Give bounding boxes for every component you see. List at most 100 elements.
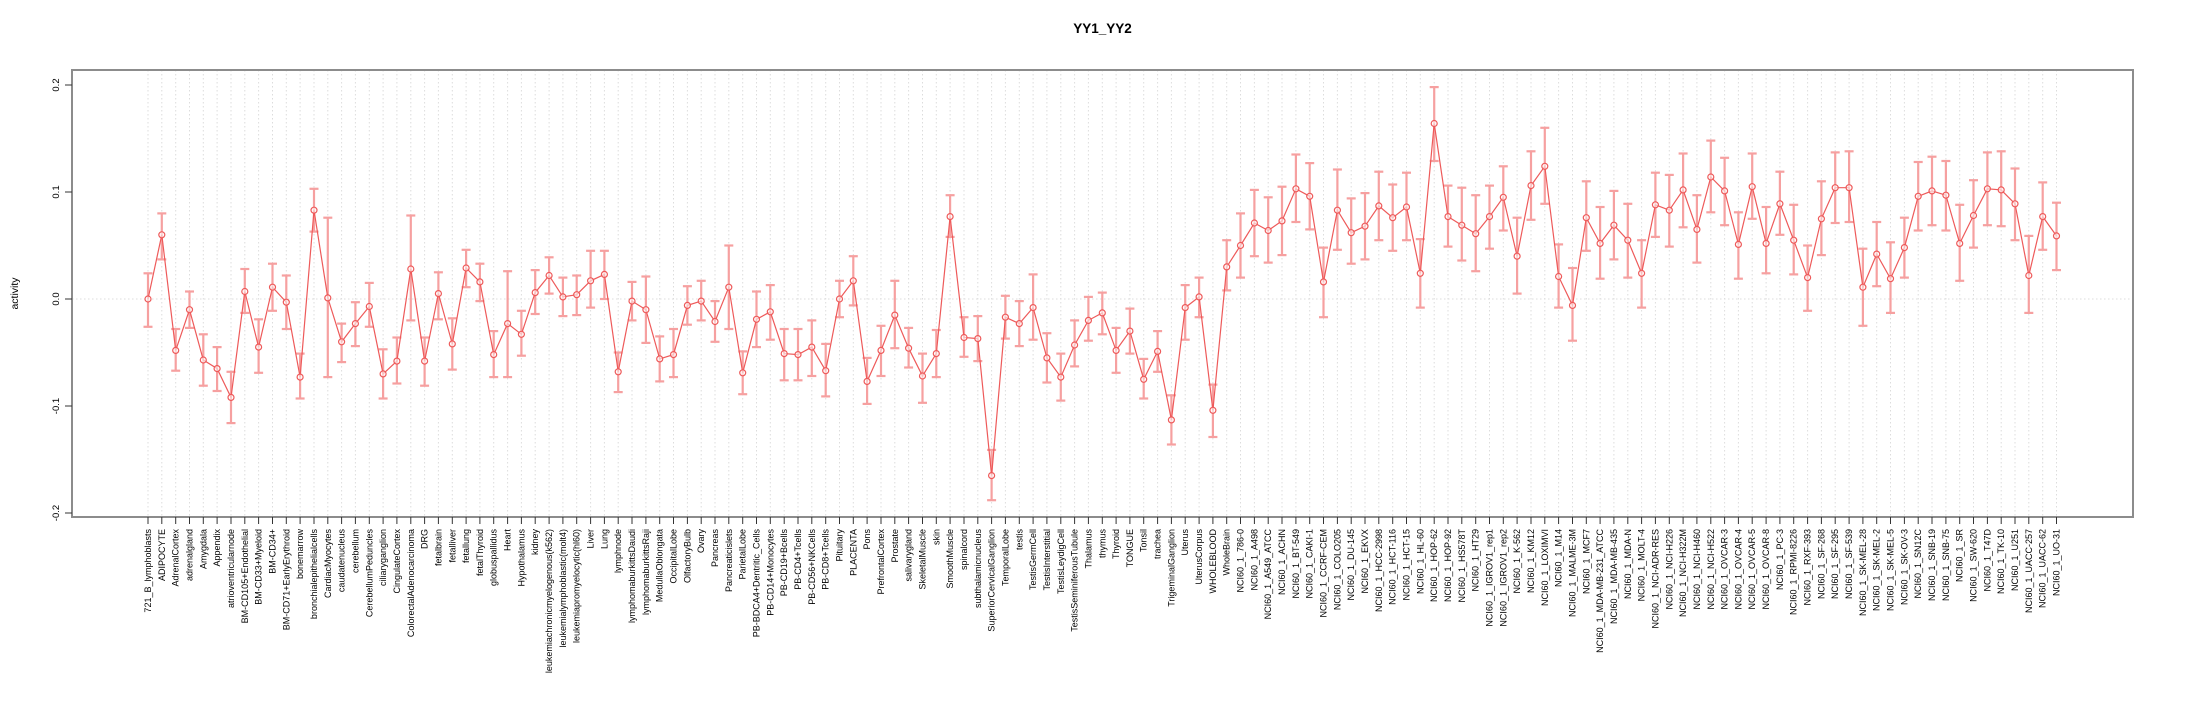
x-tick-label: NCI60_1_HCC-2998 bbox=[1374, 529, 1384, 612]
data-points bbox=[144, 119, 2061, 480]
x-tick-label: kidney bbox=[530, 529, 540, 556]
data-point bbox=[268, 283, 277, 291]
data-point bbox=[1402, 203, 1411, 211]
x-tick-label: NCI60_1_NCI-H322M bbox=[1678, 529, 1688, 617]
data-point bbox=[476, 278, 484, 286]
data-point bbox=[1817, 215, 1826, 223]
data-point bbox=[227, 393, 235, 401]
data-point bbox=[1167, 416, 1176, 424]
data-point bbox=[407, 265, 415, 273]
x-tick-label: NCI60_1_PC-3 bbox=[1775, 529, 1785, 590]
x-tick-label: NCI60_1_CAKI-1 bbox=[1305, 529, 1315, 599]
x-tick-label: NCI60_1_MOLT-4 bbox=[1637, 529, 1647, 601]
data-point bbox=[1430, 119, 1438, 128]
x-tick-label: Ovary bbox=[696, 529, 706, 554]
x-tick-label: NCI60_1_HT29 bbox=[1471, 529, 1481, 592]
x-tick-label: bronchialepithelialcells bbox=[309, 529, 319, 620]
x-tick-label: Pituitary bbox=[835, 529, 845, 562]
data-point bbox=[1624, 236, 1632, 244]
x-tick-label: skin bbox=[931, 529, 941, 545]
data-point bbox=[822, 367, 830, 375]
data-point bbox=[282, 298, 290, 306]
x-tick-label: Amygdala bbox=[198, 529, 208, 569]
x-tick-label: Pancreas bbox=[710, 529, 720, 568]
data-point bbox=[1236, 241, 1245, 250]
x-tick-label: NCI60_1_MDA-N bbox=[1623, 529, 1633, 599]
data-point bbox=[904, 344, 913, 352]
x-tick-label: NCI60_1_SF-268 bbox=[1816, 529, 1826, 599]
data-point bbox=[573, 291, 581, 299]
data-point bbox=[241, 287, 249, 296]
data-point bbox=[1057, 373, 1065, 381]
data-point bbox=[932, 350, 940, 358]
x-tick-label: PrefrontalCortex bbox=[876, 529, 886, 595]
x-tick-label: Pons bbox=[862, 529, 872, 550]
data-point bbox=[766, 308, 774, 316]
x-tick-label: SuperiorCervicalGanglion bbox=[987, 529, 997, 632]
x-tick-label: ColorectalAdenocarcinoma bbox=[406, 529, 416, 637]
data-point bbox=[1582, 214, 1590, 222]
data-point bbox=[393, 357, 401, 365]
x-tick-label: NCI60_1_UACC-257 bbox=[2024, 529, 2034, 613]
data-point bbox=[324, 294, 332, 302]
x-tick-label: TestisLeydigCell bbox=[1056, 529, 1066, 594]
data-point bbox=[1458, 221, 1466, 229]
x-tick-label: cerebellum bbox=[350, 529, 360, 573]
data-point bbox=[1596, 239, 1604, 247]
data-point bbox=[1665, 206, 1673, 214]
data-point bbox=[1319, 278, 1328, 286]
y-tick-label: -0.1 bbox=[51, 398, 62, 414]
data-point bbox=[2011, 200, 2019, 208]
x-tick-label: PB-CD4+Tcells bbox=[793, 529, 803, 590]
x-tick-label: lymphomaburkittsDaudi bbox=[627, 529, 637, 623]
y-axis-title: activity bbox=[9, 277, 21, 310]
x-tick-label: NCI60_1_KM12 bbox=[1526, 529, 1536, 593]
data-point bbox=[683, 301, 692, 309]
data-point bbox=[199, 356, 207, 364]
x-tick-label: DRG bbox=[420, 529, 430, 549]
x-tick-label: NCI60_1_MDA-MB-231_ATCC bbox=[1595, 529, 1605, 653]
data-point bbox=[144, 295, 152, 303]
data-point bbox=[1859, 283, 1867, 291]
data-point bbox=[1485, 213, 1494, 221]
data-point bbox=[1361, 222, 1369, 230]
chart-title: YY1_YY2 bbox=[1073, 21, 1132, 36]
x-tick-label: NCI60_1_SF-295 bbox=[1830, 529, 1840, 599]
data-point bbox=[863, 377, 871, 385]
data-point bbox=[338, 338, 346, 346]
data-point bbox=[1416, 269, 1424, 277]
x-tick-label: NCI60_1_SR bbox=[1955, 529, 1965, 583]
x-tick-label: PLACENTA bbox=[848, 529, 858, 576]
x-tick-label: fetallung bbox=[461, 529, 471, 563]
data-point bbox=[379, 370, 387, 378]
x-tick-label: fetalliver bbox=[447, 529, 457, 563]
x-tick-label: NCI60_1_A549_ATCC bbox=[1263, 529, 1273, 620]
x-tick-label: BM-CD34+ bbox=[268, 529, 278, 574]
data-point bbox=[697, 297, 705, 305]
data-point bbox=[918, 372, 927, 380]
x-tick-label: leukemiachronicmyelogenous(k562) bbox=[544, 529, 554, 673]
x-tick-label: 721_B_lymphoblasts bbox=[143, 529, 153, 613]
data-point bbox=[1803, 274, 1812, 282]
x-tick-label: Tonsil bbox=[1139, 529, 1149, 552]
x-tick-label: NCI60_1_U251 bbox=[2010, 529, 2020, 591]
x-tick-label: SkeletalMuscle bbox=[918, 529, 928, 590]
x-tick-label: NCI60_1_NCI-H226 bbox=[1664, 529, 1674, 610]
y-tick-label: 0.1 bbox=[51, 185, 62, 198]
x-tick-label: NCI60_1_SNB-19 bbox=[1927, 529, 1937, 601]
x-tick-label: NCI60_1_SF-539 bbox=[1844, 529, 1854, 599]
x-tick-label: NCI60_1_DU-145 bbox=[1346, 529, 1356, 601]
x-tick-label: WholeBrain bbox=[1222, 529, 1232, 576]
data-point bbox=[656, 355, 664, 363]
data-point bbox=[351, 320, 359, 328]
data-point bbox=[1306, 192, 1314, 200]
x-tick-label: NCI60_1_SW-620 bbox=[1969, 529, 1979, 602]
data-point bbox=[1444, 213, 1452, 221]
x-tick-label: ADIPOCYTE bbox=[157, 529, 167, 581]
x-tick-label: CerebellumPeduncles bbox=[364, 529, 374, 618]
x-tick-label: leukemiapromyelocytic(hl60) bbox=[572, 529, 582, 643]
data-point bbox=[808, 343, 816, 351]
data-point bbox=[1956, 239, 1964, 247]
x-axis: 721_B_lymphoblasts ADIPOCYTE AdrenalCortex… bbox=[143, 517, 2062, 673]
data-point bbox=[752, 315, 761, 323]
